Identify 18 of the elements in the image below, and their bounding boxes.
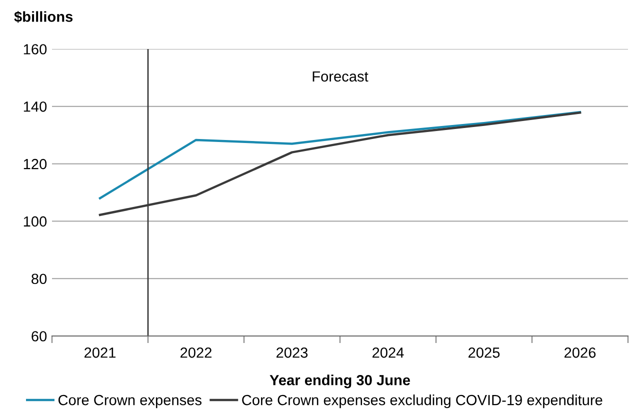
y-tick-label: 60: [32, 331, 47, 342]
x-tick-label: 2026: [564, 347, 596, 358]
y-tick-label: 80: [32, 274, 47, 284]
x-tick-label: 2023: [276, 347, 308, 358]
x-axis-title: Year ending 30 June: [270, 374, 410, 388]
annotation: Forecast: [312, 71, 368, 82]
line-series: [98, 111, 582, 200]
y-tick-label: 100: [24, 216, 47, 227]
x-tick-label: 2022: [180, 347, 212, 358]
y-tick-label: 120: [24, 158, 47, 170]
y-tick-label: 140: [24, 102, 47, 112]
legend-label: Core Crown expenses excluding COVID-19 expenditure: [242, 394, 602, 408]
legend-label: Core Crown expenses: [58, 394, 202, 408]
y-tick-label: 160: [24, 44, 47, 54]
x-tick-label: 2025: [468, 347, 500, 358]
x-tick-label: 2024: [372, 347, 404, 358]
x-tick-label: 2021: [84, 347, 116, 358]
y-axis-title: $billions: [14, 10, 73, 23]
